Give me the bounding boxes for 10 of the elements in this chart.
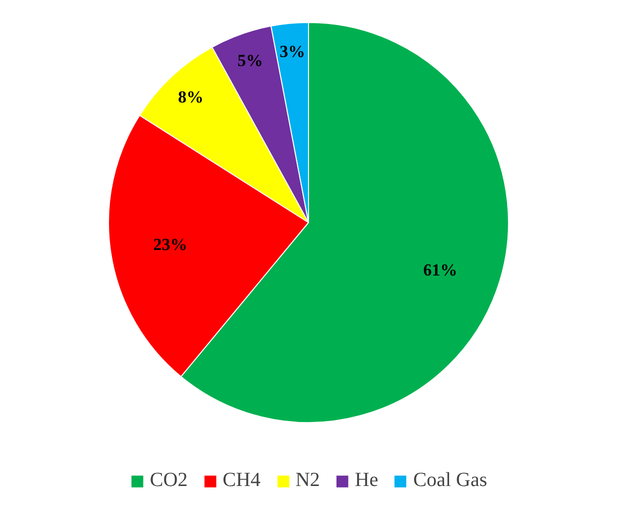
data-label: 61%	[423, 260, 458, 280]
legend-label: N2	[295, 469, 320, 492]
data-label: 5%	[237, 51, 263, 70]
data-label: 3%	[280, 42, 306, 61]
data-label: 23%	[153, 234, 188, 254]
legend-label: He	[354, 469, 378, 492]
legend-label: CH4	[222, 469, 260, 492]
legend-label: CO2	[150, 469, 188, 492]
data-label: 8%	[178, 88, 204, 107]
legend-label: Coal Gas	[413, 469, 488, 492]
